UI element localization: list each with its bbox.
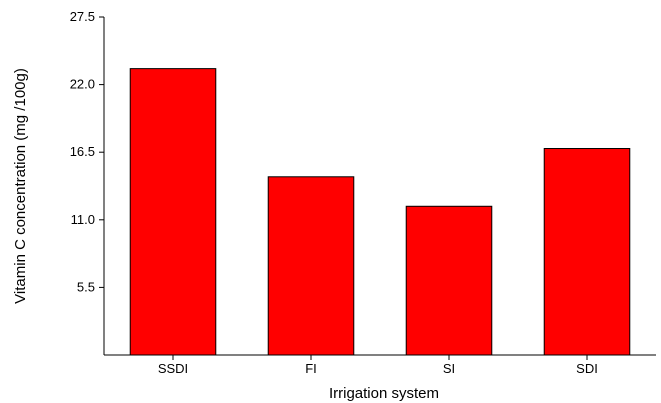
bar-sdi xyxy=(543,148,631,356)
x-tick-label: SI xyxy=(443,361,455,376)
x-axis: SSDI FI SI SDI xyxy=(104,354,656,376)
x-tick-label: SDI xyxy=(576,361,598,376)
bars-group xyxy=(129,68,631,356)
y-tick-label: 16.5 xyxy=(70,144,95,159)
y-tick-label: 22.0 xyxy=(70,77,95,92)
y-tick-label: 11.0 xyxy=(71,212,95,227)
y-tick-label: 5.5 xyxy=(77,279,95,294)
x-tick-label: SSDI xyxy=(158,361,188,376)
x-tick-label: FI xyxy=(305,361,317,376)
bar-fi xyxy=(267,176,355,356)
bar-si xyxy=(405,205,493,356)
x-axis-title: Irrigation system xyxy=(329,385,439,402)
y-axis-title: Vitamin C concentration (mg /100g) xyxy=(12,68,29,304)
bar-ssdi xyxy=(129,68,217,356)
y-tick-label: 27.5 xyxy=(70,9,95,24)
y-axis: 5.5 11.0 16.5 22.0 27.5 xyxy=(70,9,105,355)
